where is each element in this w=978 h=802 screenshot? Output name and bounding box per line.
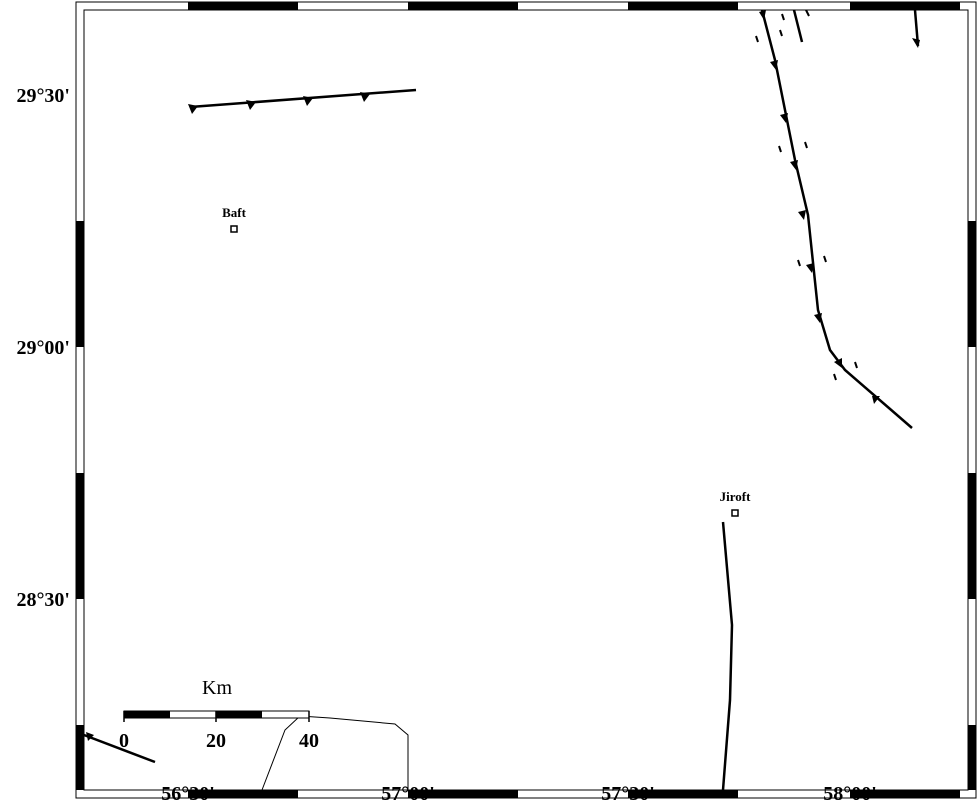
scale-label: 20 [206, 730, 226, 752]
frame-checks [76, 2, 976, 798]
lat-label: 29°00' [16, 337, 70, 359]
city-label: Baft [222, 205, 247, 220]
city-marker [230, 225, 238, 233]
scale-label: 40 [299, 730, 319, 752]
scale-unit: Km [202, 677, 232, 699]
inner-frame [83, 9, 969, 791]
scale-label: 0 [119, 730, 129, 752]
lon-label: 57°30' [601, 783, 655, 802]
scale-bar [123, 710, 310, 722]
lon-label: 56°30' [161, 783, 215, 802]
lat-label: 28°30' [16, 589, 70, 611]
city-label: Jiroft [720, 489, 751, 504]
faults [83, 9, 920, 791]
lat-label: 29°30' [16, 85, 70, 107]
boundary-line [261, 715, 409, 791]
lon-label: 58°00' [823, 783, 877, 802]
lon-label: 57°00' [381, 783, 435, 802]
outer-frame [75, 1, 977, 799]
city-marker [731, 509, 739, 517]
